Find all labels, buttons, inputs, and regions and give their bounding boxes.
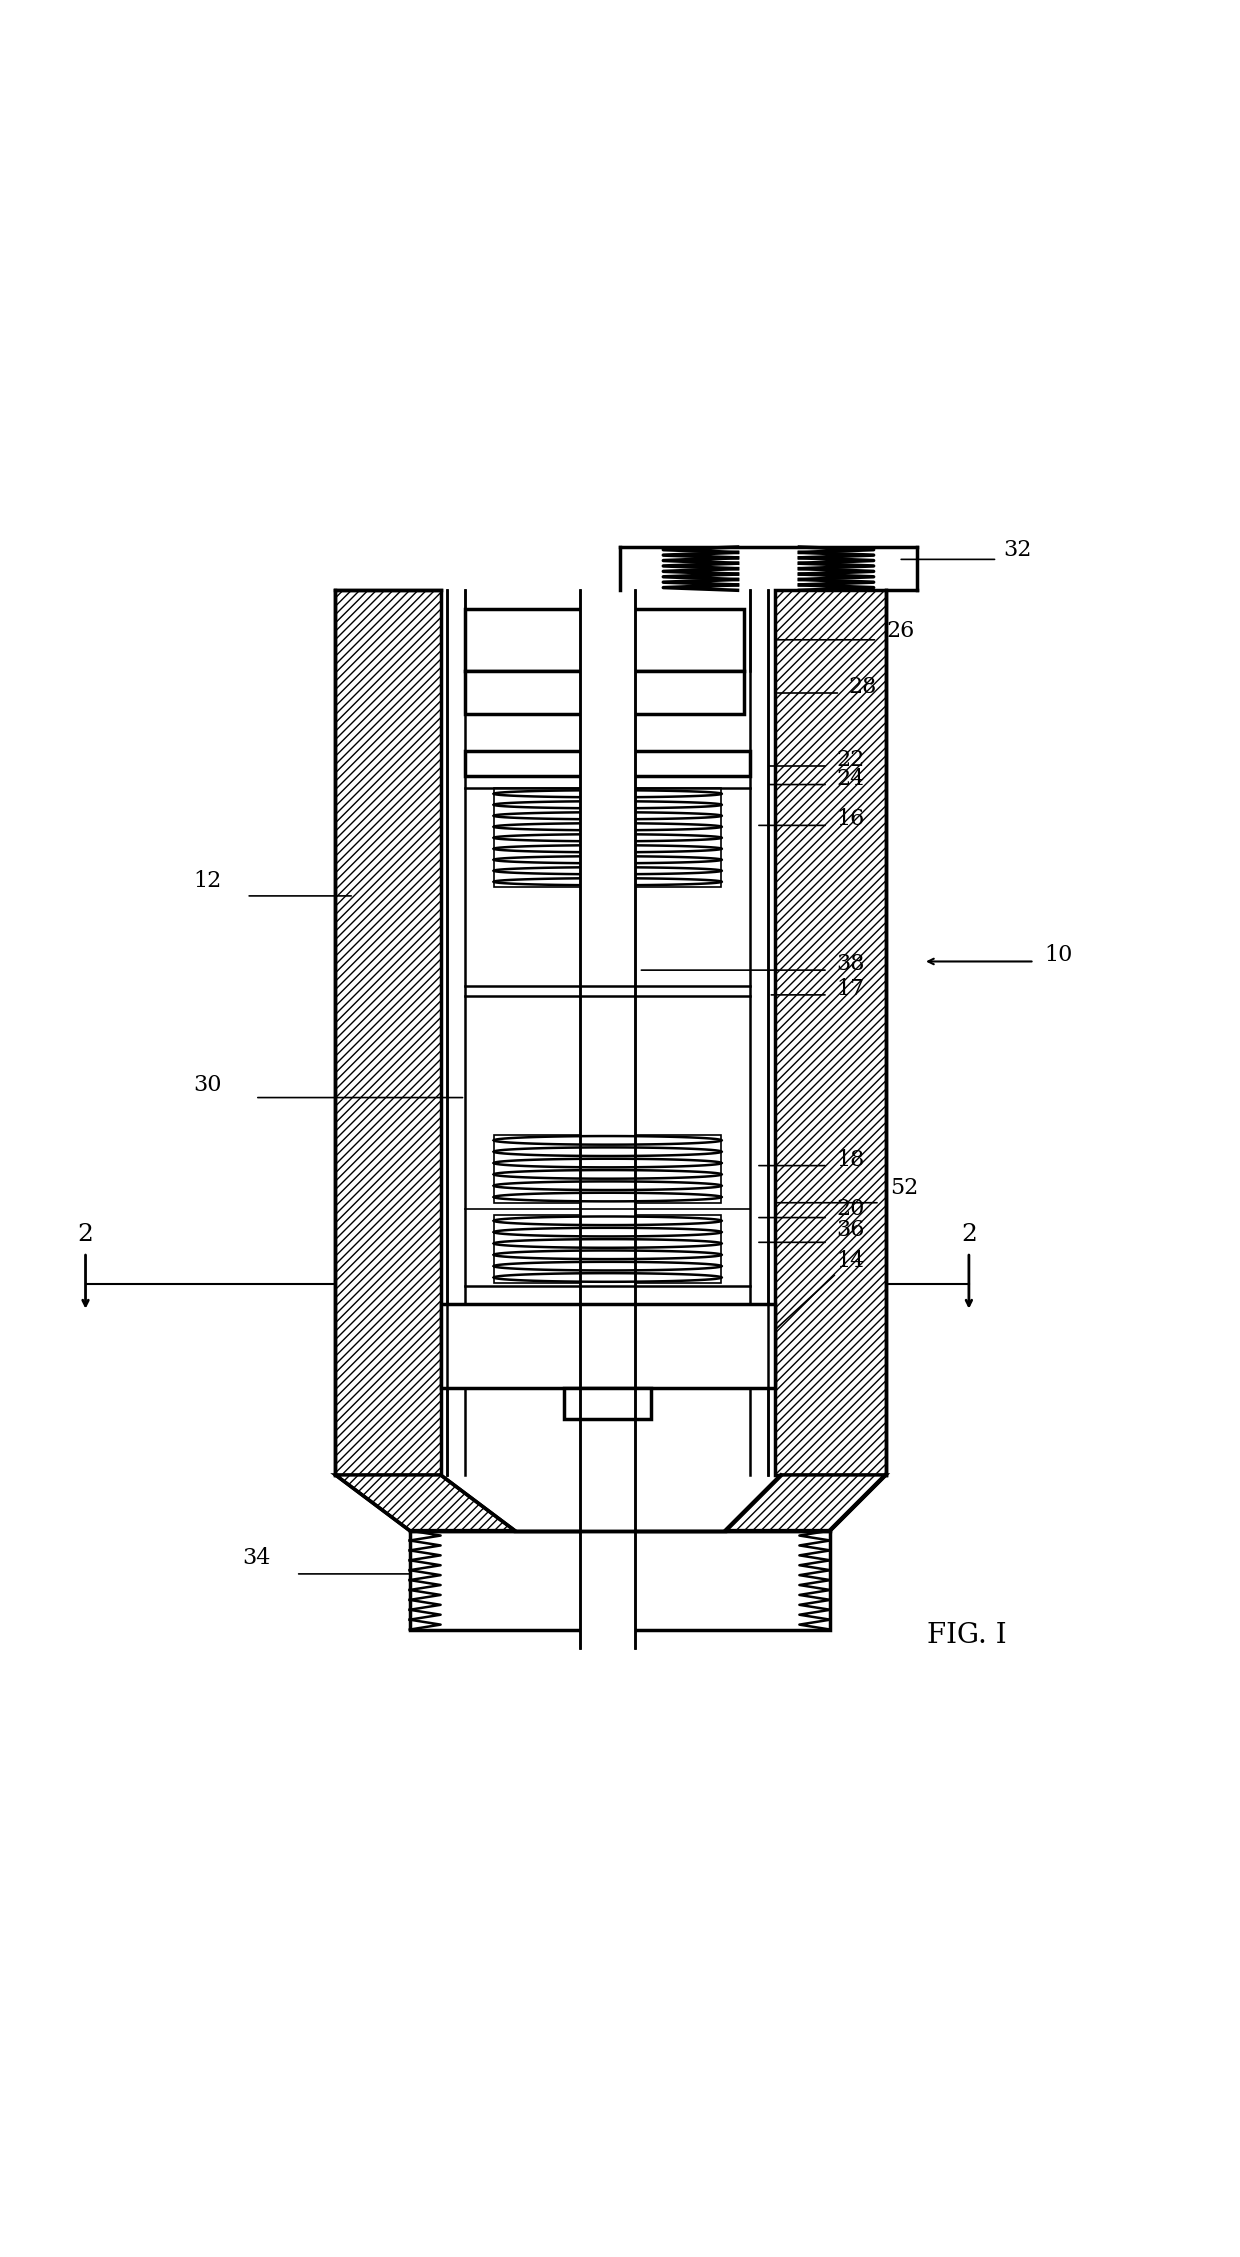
Text: 36: 36 [837,1219,864,1241]
Text: 17: 17 [837,977,864,1000]
Text: 20: 20 [837,1198,864,1221]
Bar [775,591,887,1474]
Bar [465,591,750,1474]
Polygon shape [336,1474,515,1530]
Text: 18: 18 [837,1149,864,1171]
Text: FIG. I: FIG. I [926,1623,1006,1650]
Text: 34: 34 [243,1546,272,1569]
Text: 10: 10 [1044,943,1073,966]
Bar [336,591,440,1474]
Bar [409,1530,831,1630]
Bar [440,1305,775,1388]
Text: 12: 12 [193,871,222,892]
Text: 52: 52 [890,1178,918,1198]
Text: 30: 30 [193,1074,222,1097]
Bar [465,670,744,713]
Text: 2: 2 [78,1223,93,1246]
Bar [494,1214,722,1284]
Text: 32: 32 [1003,539,1032,560]
Bar [494,788,722,887]
Text: 22: 22 [837,749,864,772]
Polygon shape [725,1474,887,1530]
Text: 14: 14 [837,1250,864,1273]
Text: 38: 38 [837,952,866,975]
Bar [580,591,635,1648]
Bar [465,752,750,776]
Bar [494,1135,722,1203]
Text: 2: 2 [961,1223,977,1246]
Bar [465,609,744,670]
Text: 26: 26 [887,621,914,643]
Text: 16: 16 [837,808,864,831]
Bar [564,1388,651,1420]
Text: 28: 28 [849,677,877,697]
Text: 24: 24 [837,767,864,790]
